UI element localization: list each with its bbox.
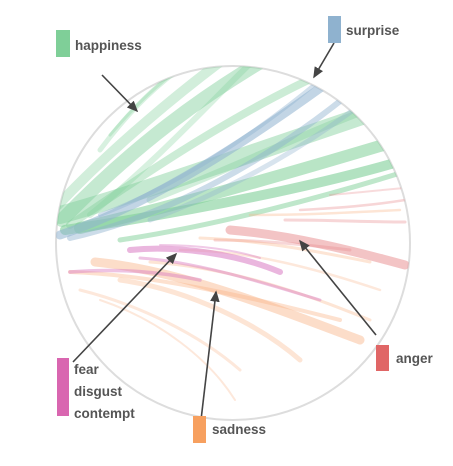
- happiness-band: [108, 66, 217, 137]
- sadness-swatch: [193, 416, 206, 443]
- happiness-band: [56, 66, 297, 227]
- sadness-band: [148, 260, 372, 322]
- happiness-label: happiness: [75, 38, 142, 53]
- anger-band: [213, 238, 352, 252]
- anger-band: [298, 198, 407, 212]
- happiness-band: [56, 101, 389, 224]
- sadness-band: [99, 299, 236, 401]
- fear-band: [159, 244, 261, 259]
- happiness-band: [66, 66, 334, 229]
- happiness-swatch: [56, 30, 70, 57]
- happiness-band: [87, 66, 273, 218]
- anger-swatch: [376, 345, 389, 371]
- outline-circle: [55, 65, 411, 421]
- pointer-arrows: [72, 42, 377, 421]
- sadness-band: [78, 288, 242, 372]
- anger-arrow: [298, 239, 377, 336]
- happiness-band: [56, 66, 255, 210]
- sadness-label: sadness: [212, 422, 267, 437]
- sadness-band: [90, 257, 365, 345]
- surprise-label: surprise: [346, 23, 400, 38]
- surprise-band: [98, 78, 322, 217]
- fear-disgust-contempt-swatch: [57, 358, 69, 416]
- fear-band: [127, 245, 283, 275]
- happiness-band: [60, 155, 410, 235]
- happiness-band: [117, 167, 410, 243]
- happiness-arrow: [101, 74, 139, 113]
- sadness-band: [68, 270, 342, 322]
- anger-band: [283, 218, 407, 224]
- anger-band: [329, 187, 406, 196]
- fear-label: fear: [74, 362, 99, 377]
- surprise-swatch: [328, 16, 341, 43]
- disgust-label: disgust: [74, 384, 123, 399]
- happiness-band: [97, 66, 203, 153]
- surprise-band: [67, 82, 363, 241]
- fear-band: [68, 268, 202, 282]
- fear-arrow: [72, 252, 178, 363]
- anger-label: anger: [396, 351, 433, 366]
- surprise-band: [56, 66, 350, 240]
- surprise-band: [147, 102, 363, 223]
- fear-band: [138, 256, 322, 302]
- sadness-band: [248, 208, 402, 217]
- surprise-arrow: [313, 42, 335, 79]
- sadness-band: [198, 236, 372, 264]
- sadness-arrow: [200, 290, 220, 421]
- anger-band: [225, 225, 410, 270]
- contempt-label: contempt: [74, 406, 135, 421]
